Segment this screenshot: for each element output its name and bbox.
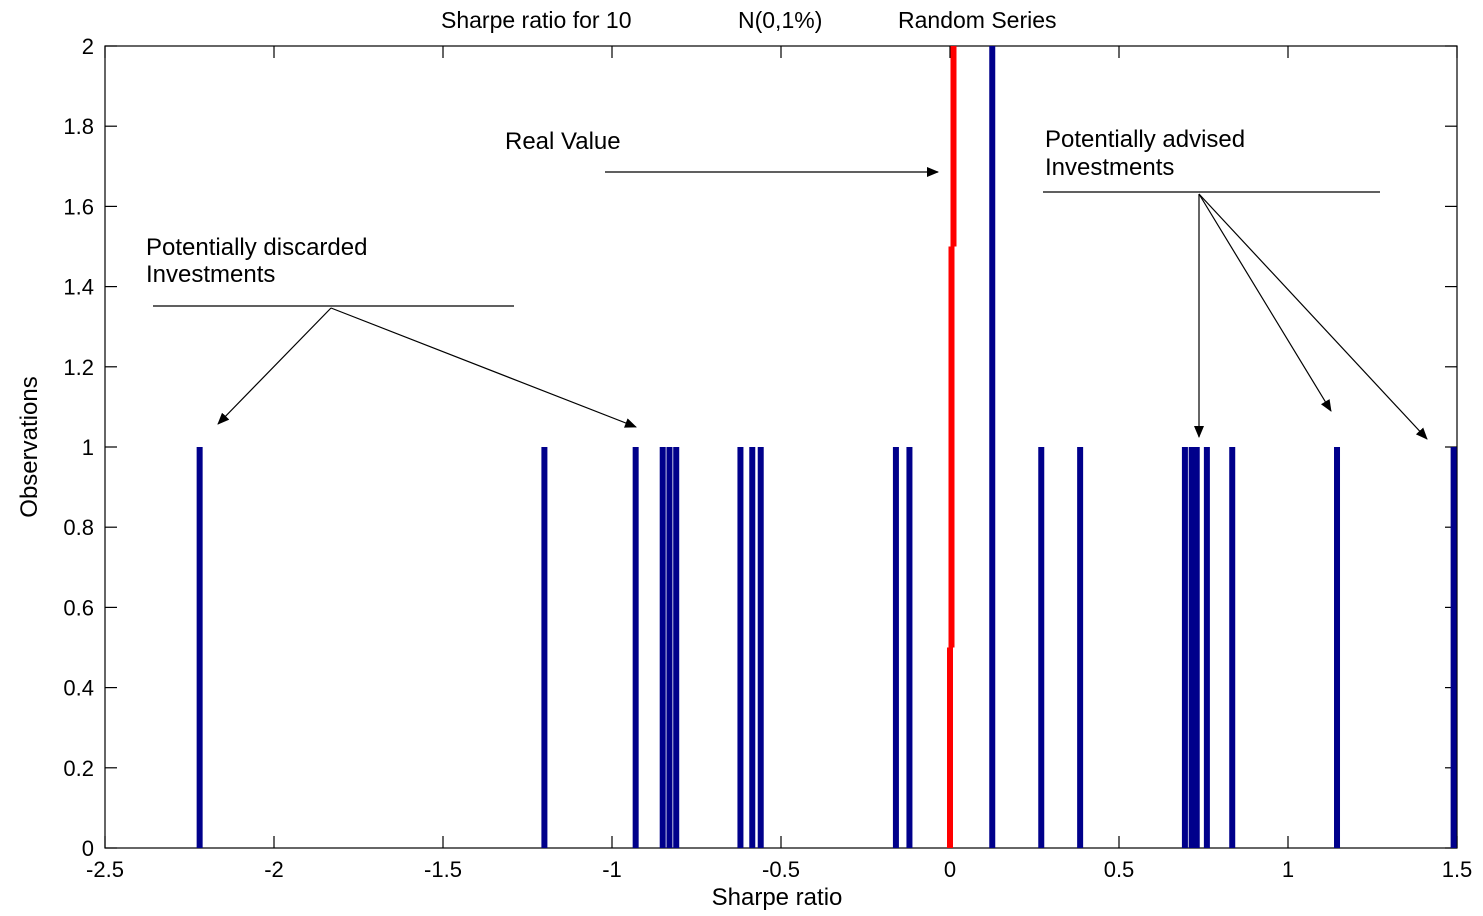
annotation-discarded-label-line2: Investments	[146, 261, 275, 288]
bars-group	[196, 46, 1457, 848]
bar	[989, 46, 996, 848]
bar	[1334, 447, 1341, 848]
bar	[632, 447, 639, 848]
x-tick-label: -0.5	[762, 857, 800, 882]
annotation-advised-label-line1: Potentially advised	[1045, 126, 1245, 153]
bar	[1188, 447, 1195, 848]
chart-title-part-2: N(0,1%)	[738, 7, 822, 33]
annotation-discarded-arrow-1	[217, 307, 332, 425]
y-tick-label: 2	[82, 34, 94, 59]
annotation-discarded-arrow-2	[330, 307, 637, 428]
y-tick-label: 1.2	[63, 355, 94, 380]
y-tick-label: 0	[82, 836, 94, 861]
bar	[892, 447, 899, 848]
bar	[1181, 447, 1188, 848]
real-value-bar-segment	[947, 647, 953, 848]
x-tick-label: 1	[1282, 857, 1294, 882]
x-tick-label: -1.5	[424, 857, 462, 882]
y-tick-label: 0.4	[63, 676, 94, 701]
x-tick-label: 0.5	[1104, 857, 1135, 882]
bar	[1193, 447, 1200, 848]
bar	[666, 447, 673, 848]
bar	[1203, 447, 1210, 848]
x-tick-label: 0	[944, 857, 956, 882]
y-tick-labels: 0 0.2 0.4 0.6 0.8 1 1.2 1.4 1.6 1.8 2	[63, 34, 94, 861]
plot-area-frame	[104, 45, 1458, 849]
chart-title-part-3: Random Series	[898, 7, 1057, 33]
annotation-advised-label-line2: Investments	[1045, 154, 1174, 181]
y-tick-label: 0.8	[63, 515, 94, 540]
annotation-advised-arrow-2	[1198, 193, 1332, 412]
y-tick-label: 0.6	[63, 595, 94, 620]
x-tick-label: -1	[602, 857, 622, 882]
annotation-real-value-label: Real Value	[505, 128, 621, 155]
x-tick-label: -2.5	[86, 857, 124, 882]
bar	[1077, 447, 1084, 848]
bar	[1038, 447, 1045, 848]
y-tick-label: 1.8	[63, 114, 94, 139]
x-tick-labels: -2.5 -2 -1.5 -1 -0.5 0 0.5 1 1.5	[86, 857, 1472, 882]
bar	[906, 447, 913, 848]
bar	[196, 447, 203, 848]
real-value-bar-segment	[950, 46, 957, 247]
bar	[541, 447, 548, 848]
bar	[673, 447, 680, 848]
y-tick-label: 1.6	[63, 194, 94, 219]
bar	[737, 447, 744, 848]
y-tick-label: 1.4	[63, 275, 94, 300]
annotation-advised-arrow-3	[1198, 193, 1428, 440]
bar	[1229, 447, 1236, 848]
bar	[757, 447, 764, 848]
bar	[659, 447, 666, 848]
y-tick-label: 1	[82, 435, 94, 460]
x-tick-label: -2	[264, 857, 284, 882]
y-tick-label: 0.2	[63, 756, 94, 781]
bar	[1450, 447, 1457, 848]
real-value-bar-segment	[948, 246, 955, 648]
y-axis-title: Observations	[16, 376, 43, 517]
x-axis-title: Sharpe ratio	[712, 884, 843, 911]
x-tick-label: 1.5	[1442, 857, 1473, 882]
annotation-discarded-label-line1: Potentially discarded	[146, 234, 367, 261]
chart-title-part-1: Sharpe ratio for 10	[441, 7, 632, 33]
bar	[749, 447, 756, 848]
axis-ticks	[104, 45, 1458, 849]
